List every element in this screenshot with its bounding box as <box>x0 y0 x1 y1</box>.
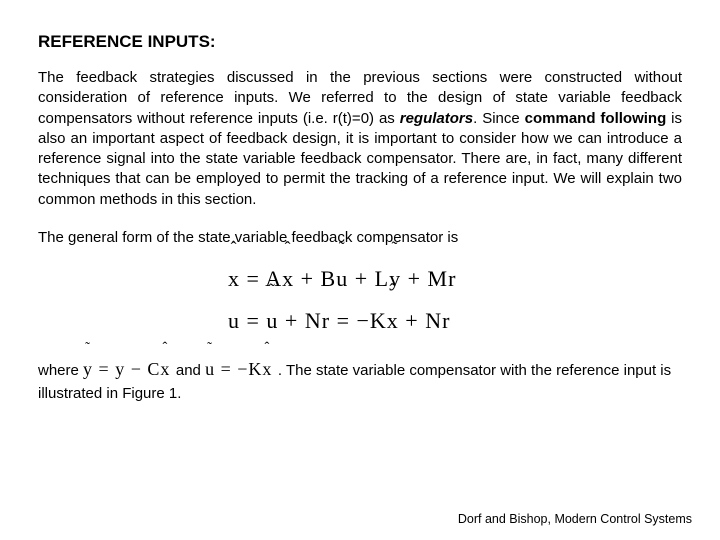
sym-B: B <box>321 266 337 291</box>
x-hat: ˆx <box>282 258 294 300</box>
equation-2: u = ˜u + Nr = −Kˆx + Nr <box>228 300 682 342</box>
p1-command-following: command following <box>525 110 667 127</box>
sym-r-2: r <box>322 308 330 333</box>
plus-1: + <box>301 266 314 291</box>
minus-1: − <box>356 308 369 333</box>
sym-L: L <box>375 266 389 291</box>
sym-K: K <box>370 308 387 333</box>
sym-M: M <box>428 266 449 291</box>
section-title: REFERENCE INPUTS: <box>38 32 682 52</box>
where-pre: where <box>38 362 83 379</box>
x-hat-dot: ·ˆx <box>228 258 240 300</box>
plus-2: + <box>355 266 368 291</box>
plus-5: + <box>405 308 418 333</box>
page: REFERENCE INPUTS: The feedback strategie… <box>0 0 720 540</box>
paragraph-2: The general form of the state variable f… <box>38 228 682 248</box>
p1-mid: . Since <box>473 110 525 127</box>
sym-u: u <box>228 308 240 333</box>
u-tilde: ˜u <box>336 258 348 300</box>
where-line: where ˜y = y − Cˆx and ˜u = −Kˆx . The s… <box>38 356 682 406</box>
where-eq-y: ˜y = y − Cˆx <box>83 359 176 379</box>
where-eq-u: ˜u = −Kˆx <box>205 359 278 379</box>
sym-r: r <box>448 266 456 291</box>
where-mid: and <box>176 362 205 379</box>
footer-citation: Dorf and Bishop, Modern Control Systems <box>458 512 692 526</box>
eq-sign-2: = <box>247 308 260 333</box>
eq-sign-3: = <box>337 308 350 333</box>
equation-1: ·ˆx = Aˆx + B˜u + L˜y + Mr <box>228 258 682 300</box>
p1-regulators: regulators <box>400 110 473 127</box>
sym-N-2: N <box>425 308 442 333</box>
equation-block: ·ˆx = Aˆx + B˜u + L˜y + Mr u = ˜u + Nr =… <box>38 258 682 342</box>
sym-N: N <box>305 308 322 333</box>
eq-sign: = <box>247 266 260 291</box>
plus-4: + <box>285 308 298 333</box>
paragraph-1: The feedback strategies discussed in the… <box>38 68 682 210</box>
plus-3: + <box>408 266 421 291</box>
u-tilde-2: ˜u <box>266 300 278 342</box>
x-hat-2: ˆx <box>387 300 399 342</box>
sym-r-3: r <box>442 308 450 333</box>
